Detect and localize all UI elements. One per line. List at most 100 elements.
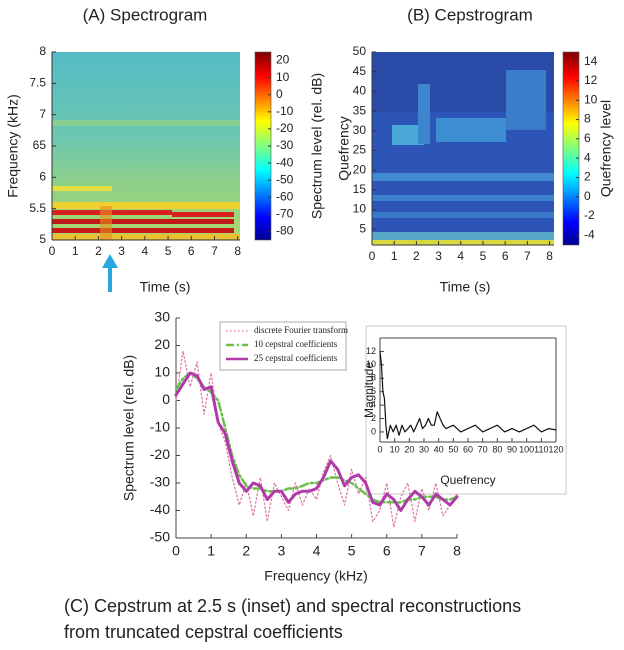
x-tick-label: 1 xyxy=(391,249,398,263)
colorbar xyxy=(562,51,580,246)
x-tick-label: 2 xyxy=(95,244,102,258)
x-tick-label: 6 xyxy=(383,543,391,559)
x-tick-label: 70 xyxy=(478,444,488,454)
colorbar-tick-label: 2 xyxy=(584,170,591,184)
y-tick-label: 50 xyxy=(353,44,367,58)
y-axis-label: Magnitude xyxy=(362,362,376,418)
colorbar-tick-label: -60 xyxy=(276,189,294,203)
panel-title: (A) Spectrogram xyxy=(83,5,208,24)
y-tick-label: 15 xyxy=(353,182,367,196)
x-tick-label: 1 xyxy=(207,543,215,559)
colorbar-tick-label: 14 xyxy=(584,54,598,68)
x-tick-label: 40 xyxy=(434,444,444,454)
x-tick-label: 20 xyxy=(404,444,414,454)
x-axis-label: Quefrency xyxy=(440,473,495,487)
legend-label: 25 cepstral coefficients xyxy=(254,353,338,363)
x-tick-label: 0 xyxy=(377,444,382,454)
y-tick-label: 45 xyxy=(353,64,367,78)
x-tick-label: 5 xyxy=(480,249,487,263)
y-tick-label: 4 xyxy=(371,399,376,409)
x-tick-label: 2 xyxy=(242,543,250,559)
x-tick-label: 1 xyxy=(72,244,79,258)
x-tick-label: 3 xyxy=(118,244,125,258)
y-tick-label: 40 xyxy=(353,84,367,98)
colorbar-tick-label: -80 xyxy=(276,224,294,238)
y-tick-label: 25 xyxy=(353,143,367,157)
y-tick-label: 10 xyxy=(154,364,170,380)
x-tick-label: 60 xyxy=(463,444,473,454)
y-tick-label: -40 xyxy=(150,501,170,517)
y-tick-label: -20 xyxy=(150,446,170,462)
spectrogram-image xyxy=(52,52,240,240)
colorbar-tick-label: -30 xyxy=(276,138,294,152)
x-tick-label: 7 xyxy=(524,249,531,263)
colorbar-tick-label: -40 xyxy=(276,155,294,169)
y-tick-label: 6 xyxy=(371,386,376,396)
y-axis-label: Spectrum level (rel. dB) xyxy=(121,355,137,501)
colorbar-tick-label: -10 xyxy=(276,104,294,118)
y-tick-label: 7 xyxy=(39,107,46,121)
y-axis-label: Frequency (kHz) xyxy=(5,94,21,197)
x-tick-label: 50 xyxy=(448,444,458,454)
y-tick-label: 5 xyxy=(39,232,46,246)
legend-box xyxy=(219,321,347,371)
y-tick-label: 8 xyxy=(371,373,376,383)
y-tick-label: 5.5 xyxy=(29,201,46,215)
y-tick-label: 0 xyxy=(371,426,376,436)
colorbar-tick-label: 6 xyxy=(584,131,591,145)
colorbar-tick-label: -50 xyxy=(276,172,294,186)
x-tick-label: 0 xyxy=(49,244,56,258)
colorbar-tick-label: -4 xyxy=(584,228,595,242)
x-tick-label: 7 xyxy=(418,543,426,559)
x-tick-label: 8 xyxy=(234,244,241,258)
y-tick-label: 65 xyxy=(33,138,47,152)
y-tick-label: 20 xyxy=(154,336,170,352)
colorbar-tick-label: -20 xyxy=(276,121,294,135)
x-tick-label: 8 xyxy=(453,543,461,559)
x-axis-label: Time (s) xyxy=(440,279,491,295)
x-tick-label: 0 xyxy=(369,249,376,263)
colorbar-tick-label: 20 xyxy=(276,53,290,67)
x-tick-label: 90 xyxy=(507,444,517,454)
y-tick-label: 6 xyxy=(39,170,46,184)
x-tick-label: 5 xyxy=(165,244,172,258)
colorbar-tick-label: -70 xyxy=(276,207,294,221)
y-tick-label: 0 xyxy=(162,391,170,407)
x-tick-label: 30 xyxy=(419,444,429,454)
x-tick-label: 6 xyxy=(502,249,509,263)
colorbar-label: Quefrency level xyxy=(598,100,614,197)
y-tick-label: 10 xyxy=(366,359,376,369)
y-tick-label: 30 xyxy=(353,123,367,137)
caption: (C) Cepstrum at 2.5 s (inset) and spectr… xyxy=(64,596,521,616)
caption: from truncated cepstral coefficients xyxy=(64,622,343,642)
y-tick-label: 8 xyxy=(39,44,46,58)
x-tick-label: 110 xyxy=(534,444,548,454)
x-tick-label: 6 xyxy=(188,244,195,258)
x-tick-label: 4 xyxy=(457,249,464,263)
colorbar-tick-label: 10 xyxy=(584,92,598,106)
legend-label: discrete Fourier transform xyxy=(254,325,348,335)
x-tick-label: 4 xyxy=(141,244,148,258)
y-tick-label: 12 xyxy=(366,346,376,356)
series-line xyxy=(174,371,459,504)
legend-label: 10 cepstral coefficients xyxy=(254,339,338,349)
colorbar-tick-label: 10 xyxy=(276,70,290,84)
colorbar-tick-label: 0 xyxy=(276,87,283,101)
time-arrow xyxy=(102,254,118,292)
y-tick-label: 30 xyxy=(154,309,170,325)
x-tick-label: 120 xyxy=(548,444,563,454)
x-tick-label: 5 xyxy=(348,543,356,559)
x-tick-label: 8 xyxy=(546,249,553,263)
x-tick-label: 3 xyxy=(435,249,442,263)
x-tick-label: 100 xyxy=(519,444,534,454)
y-tick-label: 5 xyxy=(359,221,366,235)
colorbar-tick-label: -2 xyxy=(584,208,595,222)
series-line xyxy=(174,371,459,512)
x-tick-label: 2 xyxy=(413,249,420,263)
y-tick-label: 35 xyxy=(353,103,367,117)
panel-title: (B) Cepstrogram xyxy=(407,5,533,24)
x-axis-label: Frequency (kHz) xyxy=(264,568,367,584)
y-tick-label: -10 xyxy=(150,419,170,435)
x-tick-label: 10 xyxy=(390,444,400,454)
